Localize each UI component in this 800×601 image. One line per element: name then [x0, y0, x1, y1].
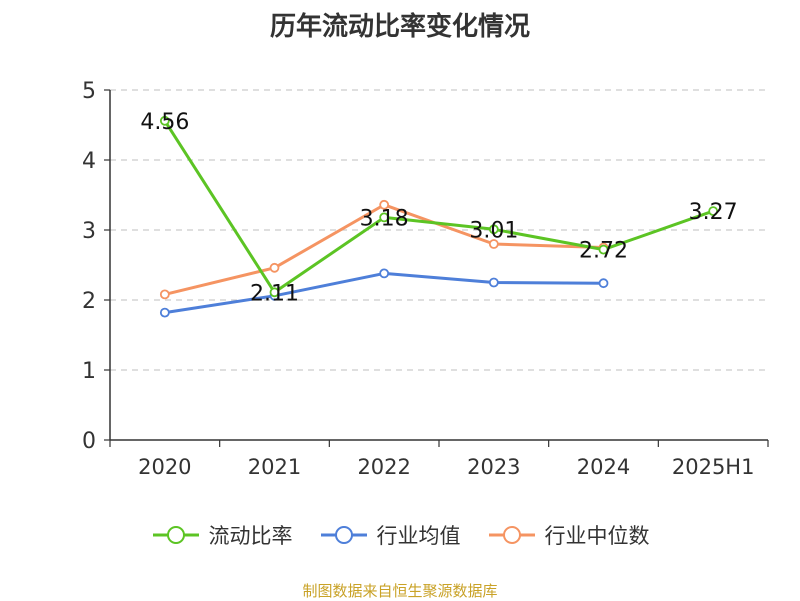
y-tick-label: 0 [82, 429, 96, 454]
data-point-2 [379, 199, 390, 210]
data-label: 3.18 [360, 206, 409, 231]
y-tick-label: 5 [82, 79, 96, 104]
legend: 流动比率 行业均值 行业中位数 [0, 520, 800, 550]
legend-label: 行业均值 [376, 524, 461, 548]
x-tick-label: 2024 [577, 455, 630, 479]
data-point-2 [488, 239, 499, 249]
legend-marker-industry-mean [320, 526, 367, 544]
x-tick-label: 2021 [248, 455, 301, 479]
data-point-0 [708, 206, 719, 217]
data-point-1 [598, 278, 609, 289]
y-tick-label: 1 [82, 359, 96, 384]
chart-title: 历年流动比率变化情况 [269, 12, 530, 42]
data-point-0 [488, 224, 499, 235]
data-label: 2.11 [250, 281, 299, 306]
series-line-0 [163, 119, 714, 294]
data-label: 3.27 [689, 200, 738, 225]
x-tick-label: 2025H1 [672, 455, 755, 479]
x-tick-label: 2022 [357, 455, 410, 479]
legend-item-industry-median[interactable]: 行业中位数 [487, 520, 650, 550]
data-point-2 [269, 262, 280, 273]
data-point-2 [159, 289, 170, 300]
data-source-note: 制图数据来自恒生聚源数据库 [302, 582, 498, 600]
data-point-1 [488, 277, 499, 288]
x-tick-label: 2020 [138, 455, 191, 479]
data-point-1 [159, 307, 170, 318]
data-point-0 [159, 115, 170, 126]
legend-item-current-ratio[interactable]: 流动比率 [151, 520, 293, 550]
data-point-1 [379, 268, 390, 279]
data-label: 2.72 [579, 239, 628, 264]
y-tick-label: 3 [82, 219, 96, 244]
y-tick-label: 4 [82, 149, 96, 174]
data-point-0 [598, 244, 609, 255]
legend-label: 行业中位数 [544, 524, 650, 548]
y-tick-label: 2 [82, 289, 96, 314]
legend-label: 流动比率 [208, 524, 293, 548]
data-label: 4.56 [140, 110, 189, 135]
data-point-0 [269, 287, 280, 298]
data-label: 3.01 [469, 218, 518, 243]
data-point-0 [379, 212, 390, 223]
x-tick-label: 2023 [467, 455, 520, 479]
legend-marker-current-ratio [152, 526, 199, 544]
legend-item-industry-mean[interactable]: 行业均值 [319, 520, 461, 550]
legend-marker-industry-median [488, 526, 535, 544]
